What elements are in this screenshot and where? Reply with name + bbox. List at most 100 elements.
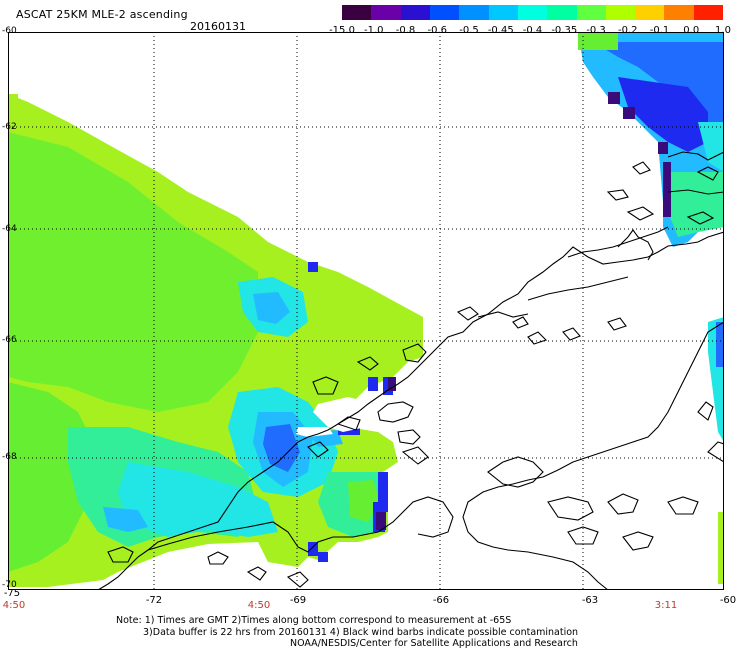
lon-label-66: -66 — [432, 595, 450, 606]
lat-label-66: -66 — [2, 335, 17, 345]
coast-segment — [686, 211, 715, 225]
coast-segment — [667, 151, 724, 161]
edge-pixel — [368, 377, 378, 391]
colorbar-tick-label: -1.0 — [363, 25, 384, 36]
colorbar-tick-label: 1.0 — [715, 25, 731, 36]
right-swath-deep — [618, 77, 708, 152]
plot-frame — [8, 32, 724, 590]
coast-segment — [356, 356, 379, 371]
edge-pixel — [338, 427, 360, 435]
lon-label-60: -60 — [719, 595, 737, 606]
note-line-3: NOAA/NESDIS/Center for Satellite Applica… — [290, 638, 578, 649]
colorbar-tick-label: -0.3 — [586, 25, 606, 36]
colorbar — [342, 5, 724, 20]
light-blue-patch-a — [103, 507, 148, 532]
colorbar-segment — [371, 5, 401, 20]
coast-segment — [617, 229, 654, 261]
time-label-left: 4:50 — [2, 600, 26, 611]
coast-segment — [632, 161, 651, 175]
right-purple-strip — [663, 162, 671, 217]
time-label-right: 3:11 — [654, 600, 678, 611]
note-line-2: 3)Data buffer is 22 hrs from 20160131 4)… — [143, 627, 579, 638]
coast-segment — [477, 311, 529, 318]
lat-label-62: -62 — [2, 122, 17, 132]
coast-segment — [97, 231, 724, 590]
coast-segment — [607, 317, 627, 331]
colorbar-tick-label: -0.45 — [487, 25, 514, 36]
colorbar-segment — [459, 5, 489, 20]
colorbar-segment — [635, 5, 665, 20]
cyan-region — [118, 462, 278, 537]
graticule — [8, 32, 724, 590]
colorbar-tick-label: -15.0 — [329, 25, 355, 36]
lon-label-69: -69 — [289, 595, 307, 606]
lat-label-70: -70 — [2, 580, 17, 590]
coast-segment — [246, 566, 267, 581]
coast-segment — [401, 446, 429, 465]
right-purple-pixel — [608, 92, 620, 104]
colorbar-tick-label: -0.2 — [617, 25, 638, 36]
coast-segment — [286, 571, 309, 588]
coast-segment — [312, 376, 339, 395]
colorbar-labels: -15.0 -1.0 -0.8 -0.6 -0.5 -0.45 -0.4 -0.35 -0.3-… — [329, 25, 731, 37]
coast-segment — [562, 327, 581, 341]
colorbar-segment — [517, 5, 548, 20]
light-blue-patch-north — [253, 292, 290, 324]
coast-segment — [402, 343, 427, 363]
coast-segment — [697, 401, 714, 421]
product-title: ASCAT 25KM MLE-2 ascending — [16, 8, 188, 21]
data-gap-a — [313, 397, 368, 432]
colorbar-tick-label: -0.5 — [459, 25, 479, 36]
coast-segment — [696, 166, 719, 181]
colorbar-segment — [400, 5, 430, 20]
edge-pixel — [318, 552, 328, 562]
coast-segment — [207, 551, 229, 565]
lat-label-60: -60 — [2, 26, 17, 36]
colorbar-tick-label: -0.4 — [522, 25, 543, 36]
blue-patch-mid — [263, 424, 300, 472]
colorbar-tick-label: 0.0 — [683, 25, 700, 36]
colorbar-segment — [664, 5, 694, 20]
colorbar-tick-label: -0.35 — [551, 25, 578, 36]
colorbar-segment — [547, 5, 577, 20]
coast-segment — [512, 316, 529, 329]
coast-segment — [607, 493, 639, 515]
colorbar-segment — [576, 5, 606, 20]
colorbar-segment — [342, 5, 372, 20]
coast-segment — [707, 441, 724, 463]
purple-pixel — [388, 377, 396, 391]
coast-segment — [547, 496, 594, 521]
time-label-mid: 4:50 — [247, 600, 271, 611]
colorbar-tick-label: -0.1 — [649, 25, 670, 36]
coast-segment — [377, 401, 414, 423]
note-line-1: Note: 1) Times are GMT 2)Times along bot… — [116, 615, 512, 626]
coast-segment — [336, 416, 361, 431]
east-swath-green-b — [718, 512, 724, 584]
coast-segment — [667, 189, 724, 195]
right-swath-cyan — [698, 122, 724, 172]
coastline — [97, 151, 724, 590]
right-green-top — [578, 32, 618, 50]
colorbar-segment — [605, 5, 636, 20]
colorbar-tick-label: -0.6 — [427, 25, 448, 36]
lat-label-68: -68 — [2, 452, 17, 462]
coast-segment — [567, 526, 599, 545]
lon-label-75: -75 — [3, 588, 21, 599]
product-date: 20160131 — [190, 20, 246, 33]
green-region — [8, 132, 258, 412]
lon-label-63: -63 — [581, 595, 599, 606]
edge-pixel — [308, 262, 318, 272]
coast-segment — [667, 496, 699, 515]
coast-segment — [527, 331, 548, 345]
right-purple-pixel — [658, 142, 668, 154]
right-swath-aqua — [668, 172, 724, 237]
wind-data-layer — [8, 32, 724, 587]
east-swath-blue — [716, 322, 724, 367]
coast-segment — [147, 496, 454, 553]
green-patch-east — [348, 480, 380, 522]
data-gap-b — [296, 427, 333, 437]
coast-segment — [626, 206, 655, 221]
edge-pixel — [308, 542, 318, 556]
coast-segment — [622, 531, 654, 551]
colorbar-segment — [429, 5, 460, 20]
